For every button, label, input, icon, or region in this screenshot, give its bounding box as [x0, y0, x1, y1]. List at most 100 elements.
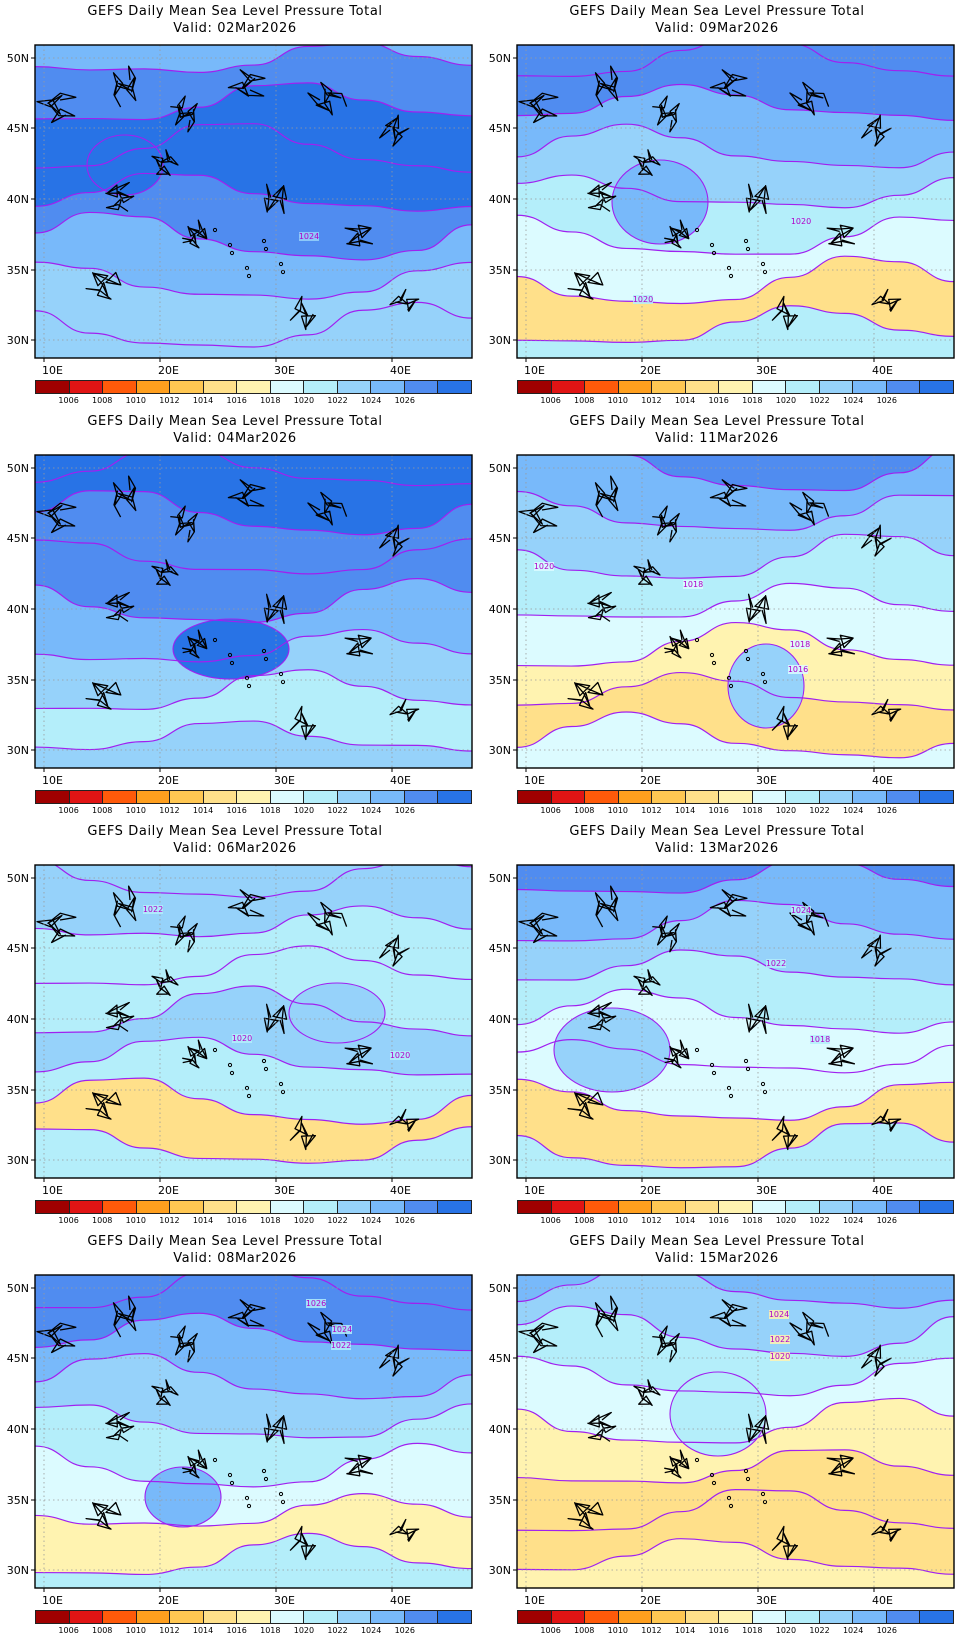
colorbar-label: 1010	[607, 1216, 629, 1225]
lat-tick-label: 30N	[489, 334, 511, 347]
isobar-line	[517, 214, 954, 255]
isobar-value-label: 1020	[390, 1051, 410, 1060]
lon-tick-label: 20E	[640, 1594, 661, 1607]
pressure-cell	[727, 643, 805, 729]
panel-valid-date: Valid: 15Mar2026	[655, 1251, 779, 1266]
colorbar-swatch	[585, 1611, 619, 1623]
lon-tick-label: 20E	[158, 1184, 179, 1197]
colorbar-label: 1016	[226, 396, 247, 405]
lat-tick-label: 45N	[489, 532, 511, 545]
colorbar-label: 1008	[92, 806, 113, 815]
colorbar-swatch	[170, 791, 204, 803]
colorbar-label: 1014	[674, 396, 696, 405]
colorbar-label: 1014	[674, 1216, 696, 1225]
colorbar-label: 1010	[607, 1626, 629, 1635]
panel-valid-date: Valid: 02Mar2026	[173, 21, 297, 36]
colorbar-labels: 1006 1008 1010 1012 1014 1016 1018 1020 1022 1024…	[35, 806, 472, 818]
pressure-map: 50N 45N 40N 35N 30N 10E 20E 30E 40E 1024 1022 1018	[489, 864, 955, 1197]
graticule	[517, 455, 954, 768]
colorbar-swatch	[270, 1201, 305, 1213]
pressure-map: 50N 45N 40N 35N 30N 10E 20E 30E 40E 1026 1024 1022	[7, 1274, 473, 1607]
colorbar-label: 1022	[809, 806, 830, 815]
colorbar-swatch	[103, 381, 137, 393]
colorbar-labels: 1006 1008 1010 1012 1014 1016 1018 1020 1022 1024…	[517, 1216, 954, 1228]
colorbar-label: 1006	[540, 806, 561, 815]
colorbar-swatch	[170, 1201, 204, 1213]
isobar-line	[517, 305, 954, 344]
colorbar-label: 1018	[260, 806, 281, 815]
colorbar-swatch	[438, 1611, 471, 1623]
lon-tick-label: 20E	[158, 774, 179, 787]
colorbar-swatch	[518, 791, 552, 803]
lat-tick-label: 50N	[7, 462, 29, 475]
colorbar-swatch	[371, 791, 405, 803]
lon-tick-label: 30E	[274, 774, 295, 787]
colorbar-label: 1012	[159, 1216, 180, 1225]
panel-title: GEFS Daily Mean Sea Level Pressure Total	[569, 1234, 865, 1249]
colorbar-label: 1012	[159, 1626, 180, 1635]
lat-tick-label: 35N	[7, 674, 29, 687]
colorbar-label: 1014	[674, 806, 696, 815]
colorbar-swatch	[786, 791, 820, 803]
colorbar-swatch	[404, 1611, 439, 1623]
isobar-line	[35, 211, 472, 261]
lat-tick-label: 30N	[489, 1154, 511, 1167]
colorbar-label: 1020	[775, 396, 797, 405]
isobar-line	[35, 578, 472, 623]
colorbar-swatch	[551, 791, 586, 803]
pressure-band	[517, 45, 954, 77]
colorbar-label: 1016	[708, 1216, 729, 1225]
graticule	[517, 865, 954, 1178]
colorbar	[517, 380, 954, 394]
colorbar-label: 1012	[641, 806, 662, 815]
isobar-line	[517, 1275, 954, 1309]
isobar-line	[35, 1353, 472, 1400]
isobar-line	[35, 455, 472, 487]
colorbar-label: 1024	[842, 806, 864, 815]
pressure-map: 50N 45N 40N 35N 30N 10E 20E 30E 40E 1022 1020 1020	[7, 864, 473, 1197]
isobar-line	[517, 1449, 954, 1484]
map-panel: GEFS Daily Mean Sea Level Pressure Total…	[0, 410, 473, 818]
colorbar-label: 1022	[327, 1216, 348, 1225]
colorbar-swatch	[585, 1201, 619, 1213]
isobar-line	[35, 628, 472, 663]
colorbar-label: 1012	[641, 1626, 662, 1635]
plot-frame	[34, 44, 473, 359]
isobar-value-label: 1024	[769, 1310, 789, 1319]
pressure-band	[517, 865, 954, 894]
isobar-value-label: 1018	[683, 580, 703, 589]
isobar-value-label: 1022	[331, 1341, 351, 1350]
lon-tick-label: 30E	[756, 1184, 777, 1197]
colorbar-swatch	[69, 791, 104, 803]
colorbar-swatch	[819, 1611, 854, 1623]
colorbar-swatch	[304, 1611, 338, 1623]
lat-tick-label: 35N	[7, 1084, 29, 1097]
lat-tick-label: 45N	[7, 1352, 29, 1365]
colorbar-swatch	[203, 1611, 238, 1623]
colorbar-swatch	[786, 381, 820, 393]
pressure-band	[35, 455, 472, 486]
isobar-line	[35, 1493, 472, 1527]
isobar-value-label: 1020	[791, 217, 811, 226]
colorbar-label: 1024	[360, 1626, 382, 1635]
coastlines-borders	[518, 885, 902, 1151]
colorbar-swatch	[237, 791, 271, 803]
lon-tick-label: 30E	[756, 1594, 777, 1607]
map-panel: GEFS Daily Mean Sea Level Pressure Total…	[0, 0, 473, 408]
colorbar-swatch	[371, 1201, 405, 1213]
coastlines-borders	[36, 65, 420, 331]
colorbar-label: 1018	[742, 396, 763, 405]
lon-tick-label: 40E	[872, 1184, 893, 1197]
colorbar-swatch	[304, 1201, 338, 1213]
colorbar-swatch	[752, 381, 787, 393]
lat-tick-label: 30N	[7, 1564, 29, 1577]
pressure-cell	[553, 1007, 671, 1093]
isobar-value-label: 1016	[788, 665, 808, 674]
colorbar-label: 1010	[125, 1626, 147, 1635]
colorbar-label: 1018	[742, 1626, 763, 1635]
colorbar-label: 1018	[742, 1216, 763, 1225]
panel-valid-date: Valid: 04Mar2026	[173, 431, 297, 446]
lon-tick-label: 10E	[42, 1184, 63, 1197]
isobar-value-label: 1020	[633, 295, 653, 304]
coastlines-borders	[518, 65, 902, 331]
